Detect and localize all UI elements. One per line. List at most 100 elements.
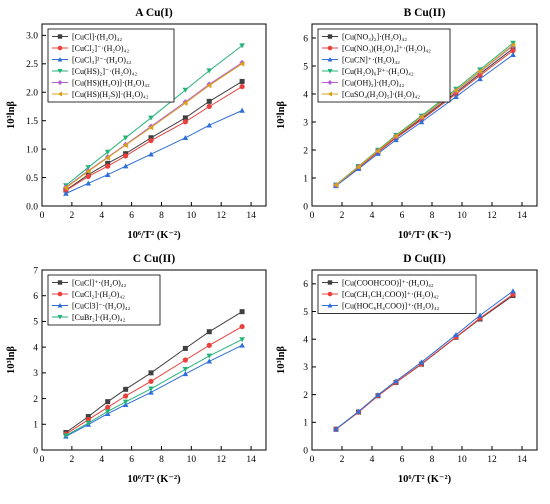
data-point (85, 173, 91, 180)
x-tick-label: 6 (400, 211, 405, 221)
legend-box (317, 274, 477, 314)
data-point (182, 357, 188, 363)
data-point (104, 149, 111, 155)
y-tick-label: 5 (303, 308, 308, 318)
x-tick-label: 0 (40, 455, 45, 465)
data-point (148, 115, 154, 121)
data-point (333, 182, 339, 188)
y-axis-label: 10³lnβ (276, 101, 287, 129)
plot-frame (311, 23, 538, 207)
series-5 (333, 42, 516, 188)
legend-box (317, 28, 451, 103)
series-line (65, 110, 243, 194)
y-tick-label: 5 (303, 62, 308, 72)
legend-swatch-marker (327, 91, 332, 97)
legend-entry: [Cu(HS)₂]⁻·(H₂O)₄₂ (72, 67, 137, 76)
series-line (335, 54, 514, 187)
data-point (182, 87, 189, 93)
x-tick-label: 0 (40, 211, 45, 221)
x-tick-label: 12 (487, 455, 497, 465)
y-tick-label: 6 (303, 34, 308, 44)
data-point (375, 148, 381, 154)
x-tick-label: 0 (310, 455, 315, 465)
legend-entry: [Cu(OH)₂]·(H₂O)₄₂ (342, 78, 404, 87)
legend-swatch-marker (327, 34, 333, 39)
data-point (206, 68, 213, 74)
data-point (477, 312, 483, 318)
data-point (239, 323, 245, 330)
data-point (123, 386, 129, 392)
panel-title: D Cu(II) (403, 253, 446, 265)
y-tick-label: 2.5 (26, 60, 38, 70)
series-line (65, 338, 243, 437)
panel-title: A Cu(I) (135, 7, 173, 19)
data-point (510, 48, 516, 54)
x-tick-label: 12 (487, 211, 497, 221)
x-tick-label: 10 (187, 455, 197, 465)
x-tick-label: 4 (99, 455, 104, 465)
data-point (123, 153, 129, 159)
data-point (393, 133, 399, 139)
legend-swatch-marker (57, 280, 63, 285)
series-line (65, 86, 243, 192)
data-point (148, 151, 154, 157)
legend-entry: [CuBr₂]·(H₂O)₄₂ (72, 313, 126, 322)
data-point (148, 370, 154, 376)
y-tick-label: 2 (303, 391, 308, 401)
data-point (105, 399, 111, 405)
data-point (355, 408, 362, 414)
y-tick-label: 1.5 (26, 117, 38, 127)
x-axis-label: 10⁶/T² (K⁻²) (398, 230, 452, 241)
series-0 (63, 309, 245, 436)
legend-swatch-marker (57, 315, 63, 320)
y-tick-label: 0 (303, 446, 308, 456)
data-point (355, 164, 361, 170)
data-point (477, 68, 483, 75)
data-point (122, 399, 129, 405)
x-tick-label: 8 (159, 455, 164, 465)
data-point (105, 163, 111, 169)
legend: [CuCl]⁺·(H₂O)₄₂ [CuCl₂]·(H₂O)₄₂ [CuCl3]⁻·(… (47, 274, 161, 326)
series-line (65, 344, 243, 437)
series-line (65, 311, 243, 433)
y-tick-label: 3 (33, 369, 38, 379)
series-line (65, 45, 243, 186)
data-point (418, 119, 425, 125)
data-point (148, 124, 154, 131)
legend-swatch-marker (57, 69, 63, 74)
x-tick-label: 2 (340, 211, 345, 221)
data-point (105, 160, 111, 166)
series-line (65, 63, 243, 189)
plot-frame (41, 23, 267, 207)
data-point (182, 134, 189, 140)
legend-swatch-marker (57, 57, 63, 62)
data-point (239, 43, 245, 49)
legend-entry: [Cu(NO₃)₂]·(H₂O)₄₂ (342, 32, 407, 41)
legend-entry: [CuCl3]⁻·(H₂O)₄₂ (72, 301, 131, 310)
panel-0: A Cu(I) 0 2 4 6 8 10 12 14 0.0 0.5 1.0 1.5 2.0 2.5 3.0 1… (6, 7, 267, 241)
data-point (182, 371, 189, 377)
y-tick-label: 4 (303, 90, 308, 100)
x-tick-label: 2 (340, 455, 345, 465)
legend-entry: [Cu(HS)(H₂O)]·(H₂O)₄₂ (72, 78, 150, 87)
x-tick-label: 14 (246, 211, 256, 221)
data-point (477, 72, 483, 79)
legend-entry: [CuSO₄(H₂O)₅]·(H₂O)₄₂ (342, 90, 420, 99)
x-tick-label: 2 (69, 211, 74, 221)
x-tick-label: 6 (129, 455, 134, 465)
data-point (206, 98, 212, 104)
plot-frame (311, 269, 538, 451)
data-point (510, 288, 516, 294)
data-point (418, 114, 424, 120)
panel-title: C Cu(II) (133, 253, 176, 265)
data-point (206, 342, 212, 348)
x-tick-label: 8 (430, 211, 435, 221)
legend-swatch-marker (57, 45, 63, 51)
series-5 (63, 61, 245, 191)
data-point (148, 135, 154, 141)
data-point (206, 329, 212, 335)
x-tick-label: 8 (159, 211, 164, 221)
